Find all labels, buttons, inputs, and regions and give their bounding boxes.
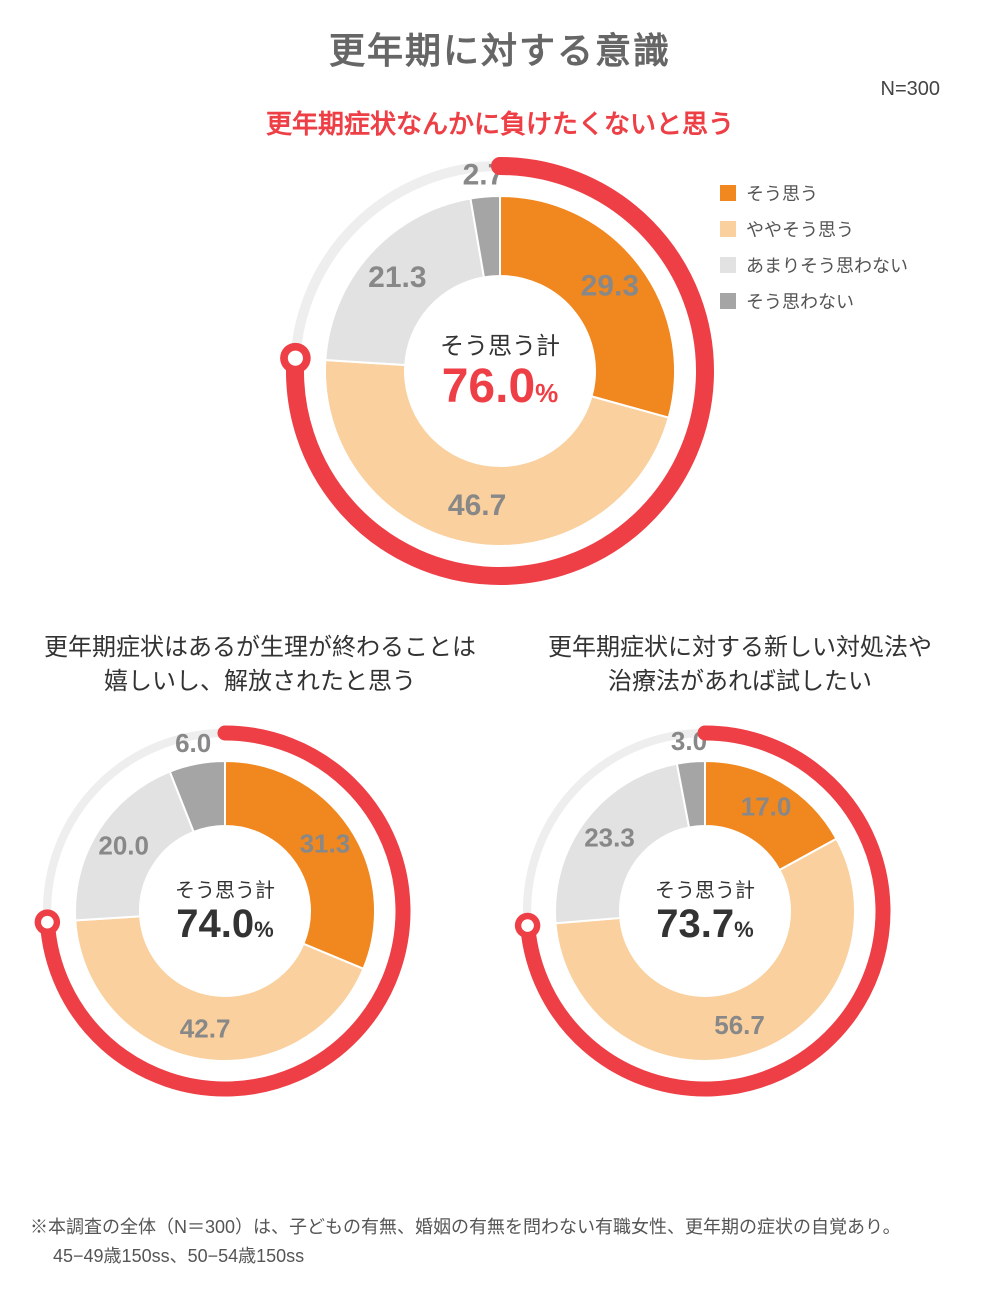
slice-value-label: 42.7 xyxy=(180,1013,231,1043)
center-top-label: そう思う計 xyxy=(440,333,560,360)
legend-item: あまりそう思わない xyxy=(720,252,908,278)
slice-value-label: 29.3 xyxy=(581,269,639,302)
legend: そう思うややそう思うあまりそう思わないそう思わない xyxy=(720,180,908,324)
sub-chart-2: 更年期症状に対する新しい対処法や 治療法があれば試したい 17.0 56.7 23.… xyxy=(505,631,975,1116)
legend-item: そう思う xyxy=(720,180,908,206)
main-chart-subtitle: 更年期症状なんかに負けたくないと思う xyxy=(0,104,1000,141)
center-top-label: そう思う計 xyxy=(655,879,755,902)
legend-swatch xyxy=(720,185,736,201)
donut-chart: 31.3 42.7 20.0 6.0 そう思う計74.0% xyxy=(25,711,425,1111)
legend-label: あまりそう思わない xyxy=(746,252,908,278)
legend-label: そう思う xyxy=(746,180,818,206)
slice-value-label: 56.7 xyxy=(714,1010,765,1040)
sample-size-label: N=300 xyxy=(881,78,941,101)
legend-label: ややそう思う xyxy=(746,216,854,242)
sub-chart-1-title: 更年期症状はあるが生理が終わることは 嬉しいし、解放されたと思う xyxy=(25,631,495,701)
center-value-label: 76.0% xyxy=(442,360,559,413)
slice-value-label: 46.7 xyxy=(448,489,506,522)
slice-value-label: 21.3 xyxy=(368,261,426,294)
donut-chart: 17.056.723.33.0そう思う計73.7% xyxy=(505,711,905,1111)
sub-chart-2-title: 更年期症状に対する新しい対処法や 治療法があれば試したい xyxy=(505,631,975,701)
legend-swatch xyxy=(720,221,736,237)
sub-chart-1: 更年期症状はあるが生理が終わることは 嬉しいし、解放されたと思う 31.3 42.… xyxy=(25,631,495,1116)
slice-value-label: 20.0 xyxy=(98,831,149,861)
slice-value-label: 17.0 xyxy=(741,792,792,822)
sub-charts-row: 更年期症状はあるが生理が終わることは 嬉しいし、解放されたと思う 31.3 42.… xyxy=(0,631,1000,1116)
legend-swatch xyxy=(720,293,736,309)
donut-chart: 29.346.721.32.7そう思う計76.0% xyxy=(270,141,730,601)
legend-label: そう思わない xyxy=(746,288,854,314)
slice-value-label: 6.0 xyxy=(175,728,211,758)
center-value-label: 74.0% xyxy=(176,902,273,946)
center-value-label: 73.7% xyxy=(656,902,753,946)
center-top-label: そう思う計 xyxy=(175,879,275,902)
slice-value-label: 23.3 xyxy=(584,822,635,852)
slice-value-label: 31.3 xyxy=(300,828,351,858)
page-title: 更年期に対する意識 xyxy=(0,0,1000,74)
legend-item: ややそう思う xyxy=(720,216,908,242)
footnote: ※本調査の全体（N＝300）は、子どもの有無、婚姻の有無を問わない有職女性、更年… xyxy=(30,1213,901,1271)
legend-swatch xyxy=(720,257,736,273)
legend-item: そう思わない xyxy=(720,288,908,314)
